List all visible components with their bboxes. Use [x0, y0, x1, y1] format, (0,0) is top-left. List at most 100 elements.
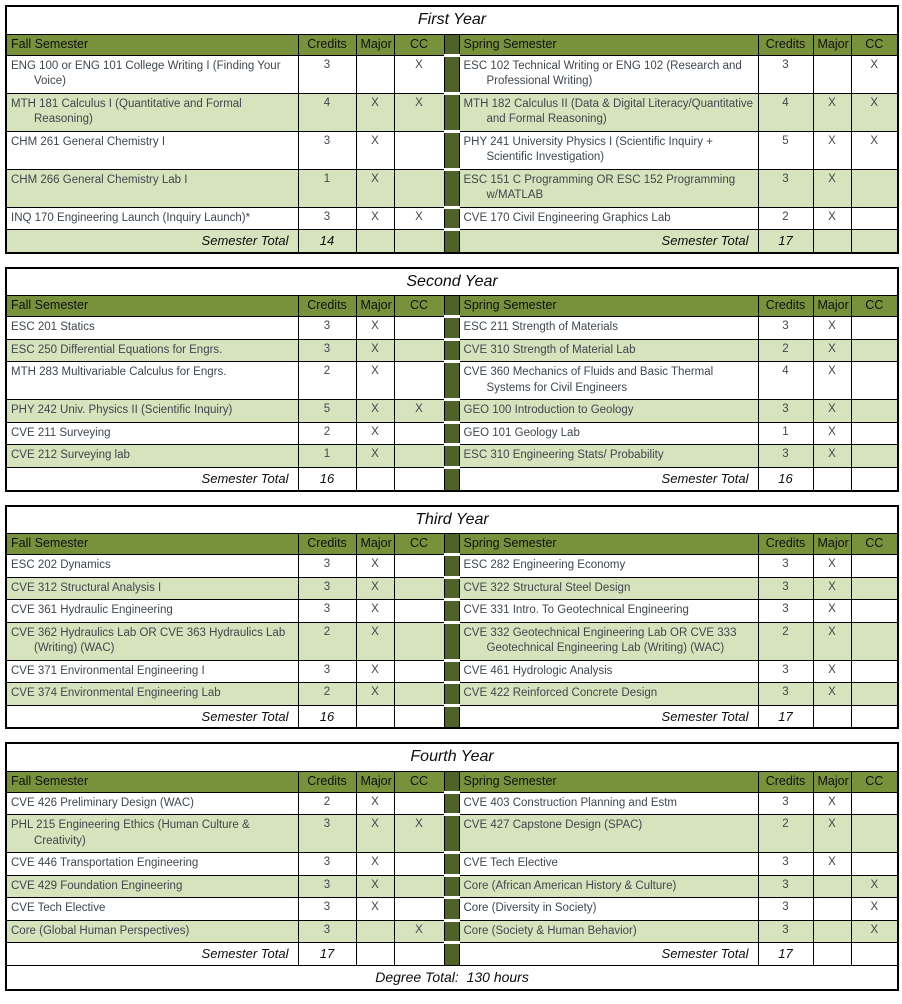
- spring-cc-cell: X: [850, 919, 899, 944]
- spring-major-cell: X: [812, 92, 852, 132]
- spring-course-cell: ESC 102 Technical Writing or ENG 102 (Re…: [458, 54, 759, 94]
- fall-credits-cell: 3: [297, 852, 357, 876]
- fall-credits-cell: 2: [297, 621, 357, 661]
- fall-major-cell: X: [355, 659, 395, 684]
- spring-cc-cell: [850, 466, 899, 492]
- course-row: MTH 283 Multivariable Calculus for Engrs…: [5, 360, 899, 401]
- spring-major-cell: X: [812, 682, 852, 706]
- spring-cc-cell: X: [850, 92, 899, 132]
- fall-major-cell: X: [355, 682, 395, 706]
- spring-credits-cell: 3: [757, 599, 814, 623]
- fall-major-cell: X: [355, 399, 395, 423]
- fall-credits-cell: 2: [297, 421, 357, 446]
- divider-cell: [443, 533, 460, 555]
- fall-cc-cell: X: [393, 919, 445, 944]
- spring-credits-cell: 3: [757, 791, 814, 816]
- fall-major-cell: X: [355, 130, 395, 170]
- major-header: Major: [355, 33, 395, 56]
- cc-header: CC: [850, 770, 899, 793]
- course-row: PHL 215 Engineering Ethics (Human Cultur…: [5, 813, 899, 854]
- fall-credits-cell: 3: [297, 206, 357, 231]
- spring-cc-cell: [850, 554, 899, 578]
- spring-cc-cell: [850, 621, 899, 661]
- spring-cc-cell: [850, 399, 899, 423]
- fall-cc-cell: [393, 682, 445, 706]
- year-title-row: First Year: [6, 6, 898, 35]
- major-header: Major: [355, 770, 395, 793]
- spring-semester-total-value: 17: [757, 704, 814, 729]
- year-table-1: First Year Fall Semester Credits Major CC Spr…: [5, 5, 899, 254]
- spring-course-cell: CVE Tech Elective: [458, 852, 759, 876]
- fall-credits-cell: 3: [297, 54, 357, 94]
- fall-course-cell: MTH 181 Calculus I (Quantitative and For…: [5, 92, 299, 132]
- fall-semester-total-label: Semester Total: [5, 942, 299, 967]
- divider-cell: [443, 790, 460, 815]
- spring-semester-header: Spring Semester: [458, 33, 759, 56]
- divider-cell: [443, 33, 460, 56]
- fall-major-cell: X: [355, 554, 395, 578]
- spring-major-cell: [812, 942, 852, 967]
- spring-cc-cell: [850, 704, 899, 729]
- spring-major-cell: [812, 466, 852, 492]
- fall-cc-cell: X: [393, 206, 445, 231]
- fall-cc-cell: [393, 791, 445, 816]
- fall-cc-cell: [393, 874, 445, 899]
- spring-semester-total-label: Semester Total: [458, 229, 759, 254]
- divider-cell: [443, 851, 460, 876]
- spring-credits-cell: 3: [757, 444, 814, 468]
- year-tables-container: First Year Fall Semester Credits Major CC Spr…: [5, 5, 900, 991]
- spring-course-cell: GEO 101 Geology Lab: [458, 421, 759, 446]
- fall-credits-cell: 2: [297, 682, 357, 706]
- spring-course-cell: GEO 100 Introduction to Geology: [458, 399, 759, 423]
- spring-course-cell: Core (African American History & Culture…: [458, 874, 759, 899]
- divider-cell: [443, 703, 460, 729]
- fall-cc-cell: [393, 316, 445, 340]
- spring-semester-total-value: 17: [757, 942, 814, 967]
- divider-cell: [443, 770, 460, 793]
- fall-credits-cell: 2: [297, 361, 357, 401]
- spring-credits-cell: 3: [757, 682, 814, 706]
- divider-cell: [443, 167, 460, 208]
- spring-cc-cell: [850, 852, 899, 876]
- spring-major-cell: X: [812, 814, 852, 854]
- fall-course-cell: ESC 201 Statics: [5, 316, 299, 340]
- fall-cc-cell: [393, 599, 445, 623]
- divider-cell: [443, 813, 460, 853]
- credits-header: Credits: [757, 533, 814, 556]
- divider-cell: [443, 681, 460, 706]
- credits-header: Credits: [757, 295, 814, 318]
- spring-major-cell: X: [812, 421, 852, 446]
- fall-course-cell: ESC 250 Differential Equations for Engrs…: [5, 338, 299, 363]
- spring-major-cell: X: [812, 399, 852, 423]
- fall-semester-total-value: 16: [297, 466, 357, 492]
- spring-major-cell: [812, 229, 852, 254]
- spring-credits-cell: 3: [757, 554, 814, 578]
- divider-cell: [443, 295, 460, 317]
- credits-header: Credits: [757, 33, 814, 56]
- fall-cc-cell: [393, 130, 445, 170]
- fall-course-cell: PHL 215 Engineering Ethics (Human Cultur…: [5, 814, 299, 854]
- divider-cell: [443, 941, 460, 966]
- spring-major-cell: X: [812, 791, 852, 816]
- course-row: CHM 266 General Chemistry Lab I 1 X ESC 151…: [5, 167, 899, 208]
- course-row: ESC 201 Statics 3 X ESC 211 Strength of Mat…: [5, 315, 899, 340]
- fall-major-cell: X: [355, 576, 395, 601]
- divider-cell: [443, 873, 460, 898]
- spring-major-cell: X: [812, 361, 852, 401]
- spring-credits-cell: 2: [757, 206, 814, 231]
- fall-cc-cell: [393, 338, 445, 363]
- fall-credits-cell: 3: [297, 814, 357, 854]
- fall-course-cell: PHY 242 Univ. Physics II (Scientific Inq…: [5, 399, 299, 423]
- spring-cc-cell: [850, 682, 899, 706]
- fall-credits-cell: 1: [297, 168, 357, 208]
- fall-course-cell: CVE 362 Hydraulics Lab OR CVE 363 Hydrau…: [5, 621, 299, 661]
- divider-cell: [443, 337, 460, 362]
- spring-major-cell: X: [812, 621, 852, 661]
- spring-cc-cell: [850, 361, 899, 401]
- spring-major-cell: [812, 874, 852, 899]
- spring-cc-cell: [850, 338, 899, 363]
- course-row: CVE 312 Structural Analysis I 3 X CVE 322 S…: [5, 575, 899, 601]
- credits-header: Credits: [297, 770, 357, 793]
- fall-course-cell: ENG 100 or ENG 101 College Writing I (Fi…: [5, 54, 299, 94]
- spring-credits-cell: 4: [757, 361, 814, 401]
